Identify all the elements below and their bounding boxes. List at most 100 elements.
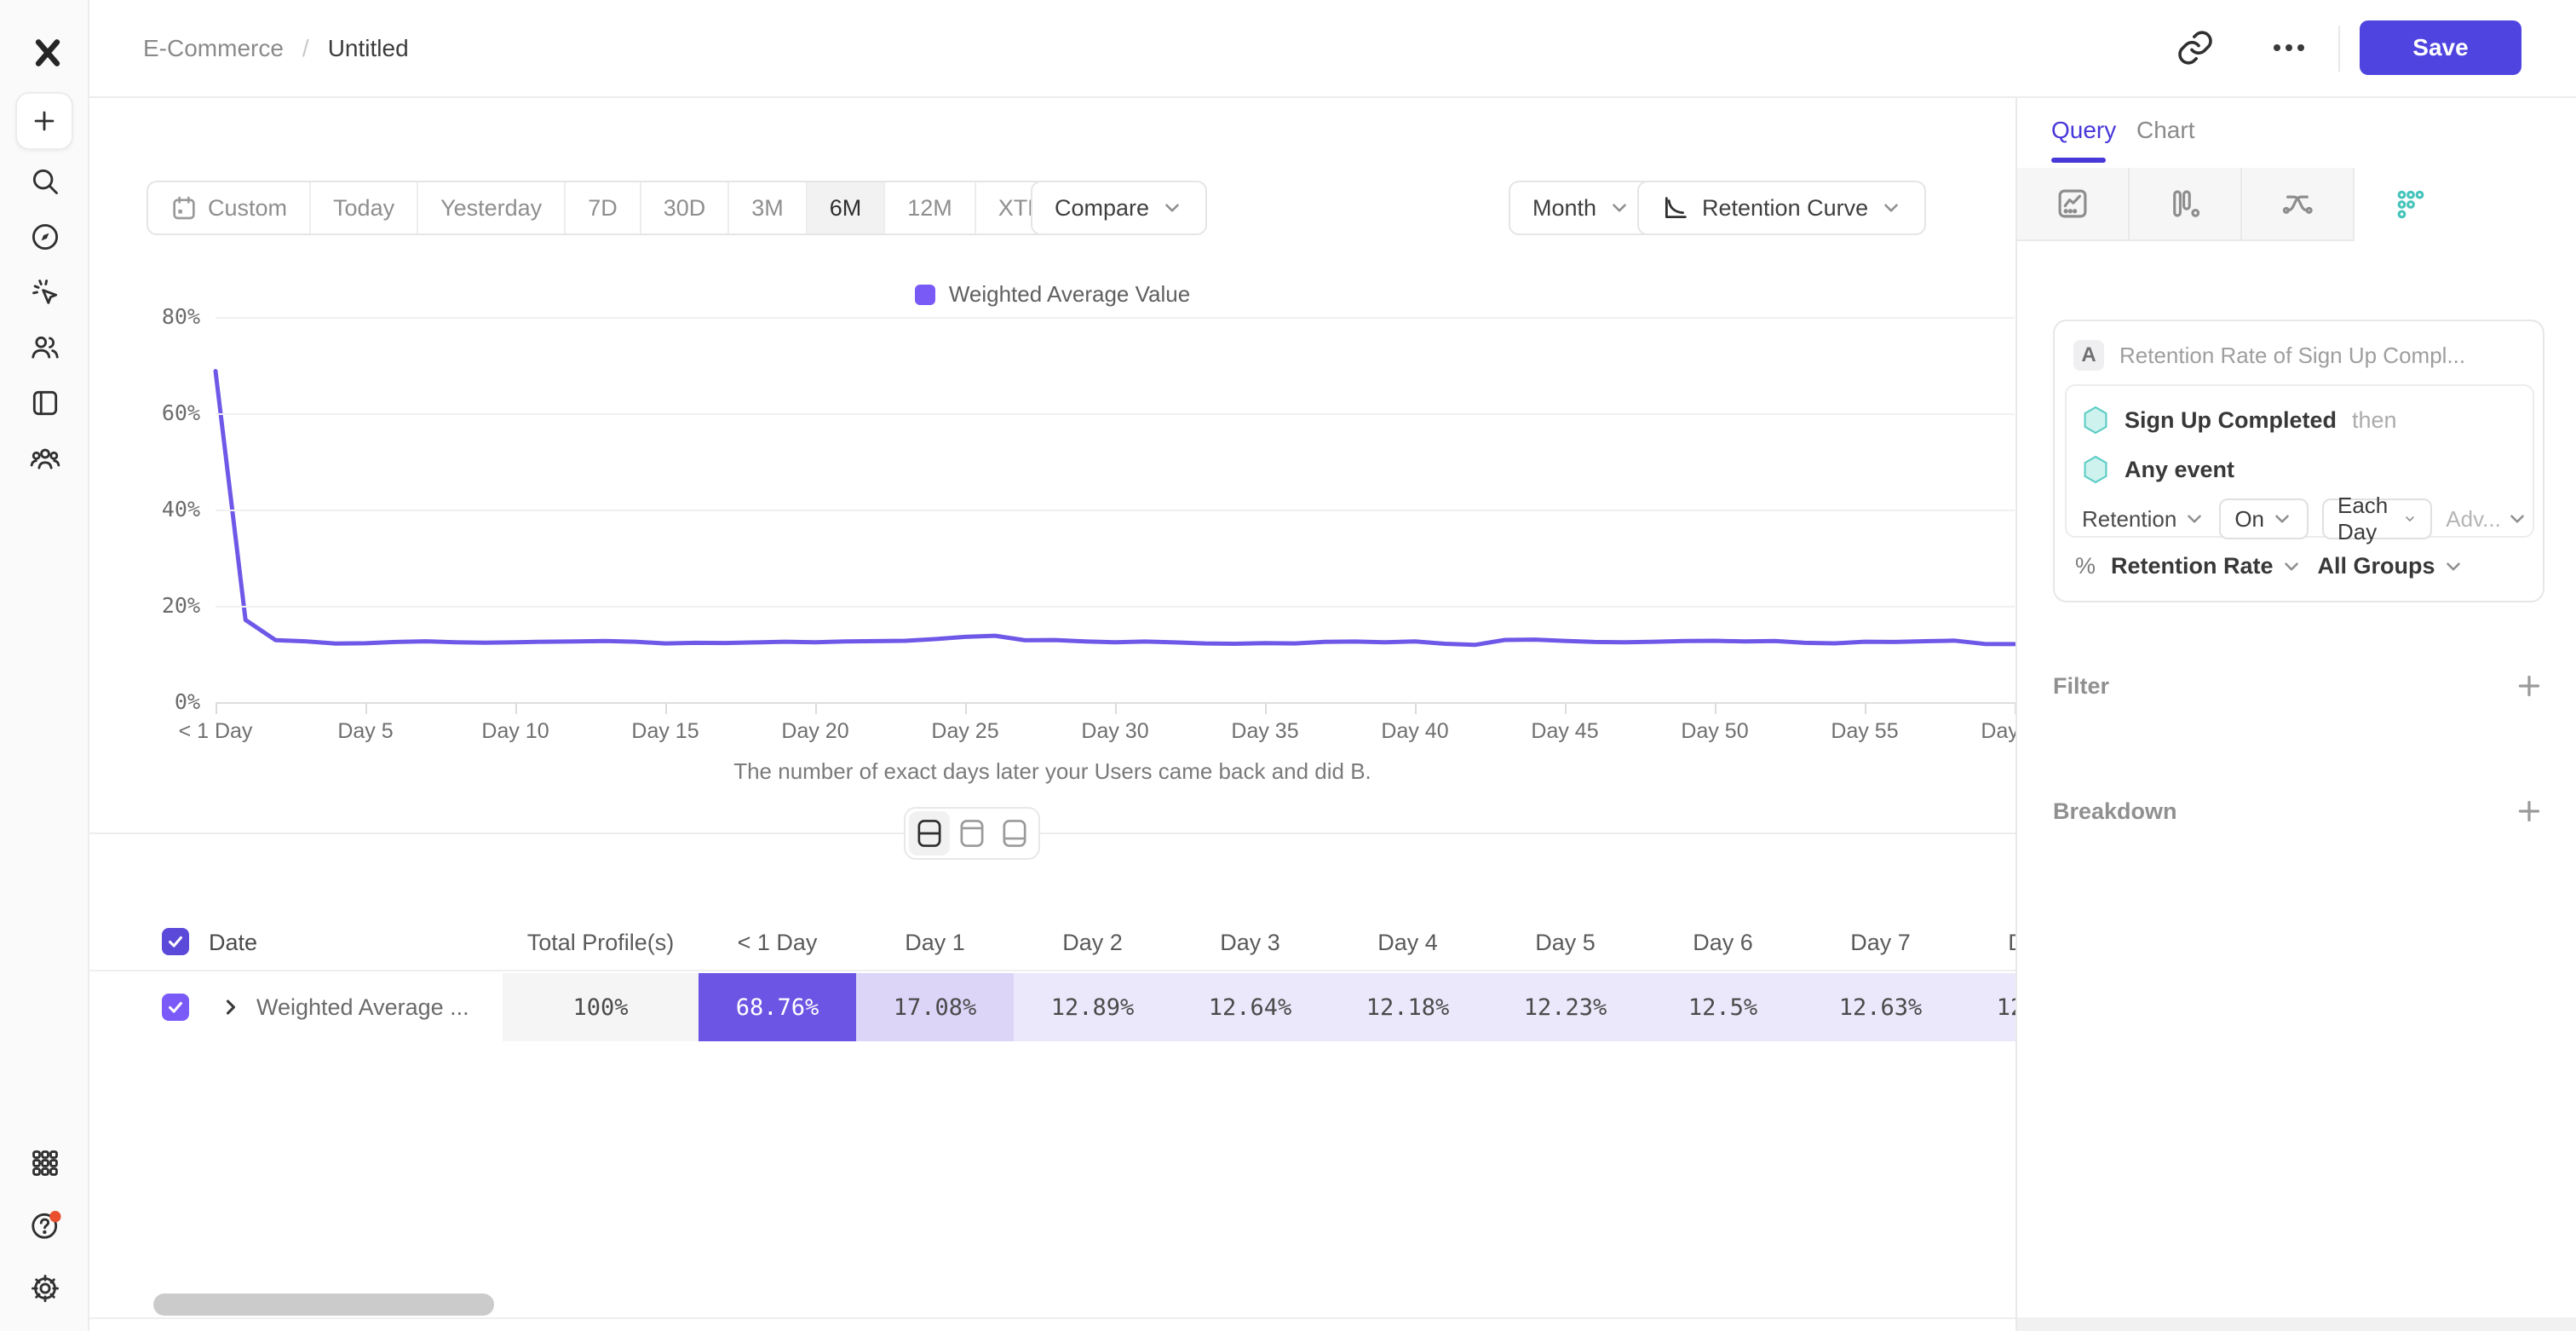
measure-row: % Retention Rate All Groups [2075,553,2464,579]
breadcrumb-separator: / [302,34,309,61]
x-axis-tick [1415,702,1417,714]
retention-curve-icon [1665,197,1687,219]
range-label: Today [333,194,395,221]
bucket-label: Each Day [2337,493,2389,544]
column-header-date[interactable]: Date [209,929,258,955]
range-today[interactable]: Today [311,182,419,233]
series-badge: A [2073,340,2104,371]
table-cell[interactable]: 17.08% [856,973,1014,1041]
x-axis-tick-label: < 1 Day [178,719,253,743]
filter-label: Filter [2053,672,2110,699]
y-axis-tick-label: 0% [174,689,200,714]
groups-dropdown[interactable]: All Groups [2318,553,2464,579]
x-axis-tick-label: Day 50 [1681,719,1749,743]
row-checkbox[interactable] [162,994,189,1021]
range-6m[interactable]: 6M [807,182,886,233]
help-icon[interactable] [29,1209,61,1242]
series-title[interactable]: Retention Rate of Sign Up Compl... [2119,342,2466,368]
event-b-row[interactable]: Any event [2082,449,2517,490]
event-b-name: Any event [2125,456,2235,482]
x-axis-tick [1865,702,1866,714]
plus-icon [34,111,55,131]
link-icon[interactable] [2175,27,2216,68]
select-all-checkbox[interactable] [162,928,189,955]
table-cell[interactable]: 12.63% [1802,973,1959,1041]
range-3m[interactable]: 3M [729,182,808,233]
chart-view-button[interactable] [952,811,992,856]
measure-dropdown[interactable]: Retention Rate [2111,553,2303,579]
compare-button[interactable]: Compare [1031,181,1208,235]
range-yesterday[interactable]: Yesterday [418,182,566,233]
column-header[interactable]: Day 2 [1062,929,1123,955]
horizontal-scrollbar-thumb[interactable] [153,1294,494,1316]
granularity-dropdown[interactable]: Month [1509,181,1655,235]
compass-icon[interactable] [29,221,61,253]
logo-icon[interactable] [31,36,65,70]
add-filter-button[interactable] [2514,671,2544,701]
report-type-flows[interactable] [2242,168,2355,241]
settings-icon[interactable] [29,1272,61,1305]
column-header[interactable]: Day 5 [1535,929,1596,955]
advanced-dropdown[interactable]: Adv... [2446,506,2528,533]
table-cell[interactable]: 12.64% [1171,973,1329,1041]
report-title[interactable]: Untitled [327,34,409,61]
panel-scrollbar-track[interactable] [2017,1317,2576,1331]
table-cell[interactable]: 12.18% [1329,973,1486,1041]
add-breakdown-button[interactable] [2514,796,2544,827]
table-cell[interactable]: 12.5% [1644,973,1802,1041]
apps-grid-icon[interactable] [29,1147,61,1179]
column-header[interactable]: < 1 Day [737,929,818,955]
column-header[interactable]: Day 3 [1220,929,1280,955]
table-cell[interactable]: 100% [503,973,699,1041]
users-icon[interactable] [29,331,61,364]
retention-type-dropdown[interactable]: Retention [2082,506,2205,533]
table-cell[interactable]: 12.65% [1959,973,2015,1041]
query-card: A Retention Rate of Sign Up Compl... Sig… [2053,320,2544,602]
range-7d[interactable]: 7D [566,182,641,233]
boards-icon[interactable] [29,387,61,419]
save-button[interactable]: Save [2360,20,2521,75]
report-type-retention[interactable] [2355,168,2467,241]
on-dropdown[interactable]: On [2219,498,2309,539]
table-cell[interactable]: 12.23% [1486,973,1644,1041]
search-icon[interactable] [29,165,61,198]
insights-icon [2058,189,2087,218]
chart-type-label: Retention Curve [1702,194,1869,221]
table-row[interactable]: Weighted Average ... 100% 68.76% 17.08% 12.… [89,971,2015,1043]
table-cell[interactable]: 12.89% [1014,973,1171,1041]
split-view-button[interactable] [909,811,950,856]
breadcrumb-project[interactable]: E-Commerce [143,34,284,61]
top-bar: E-Commerce / Untitled Save [89,0,2576,98]
report-type-insights[interactable] [2017,168,2130,241]
range-30d[interactable]: 30D [641,182,730,233]
event-hexagon-icon [2084,455,2107,484]
column-header[interactable]: Day 8 [1959,916,2015,969]
table-cell[interactable]: 68.76% [699,973,856,1041]
column-header[interactable]: Day 7 [1850,929,1911,955]
chart-legend[interactable]: Weighted Average Value [89,281,2015,308]
report-type-funnels[interactable] [2130,168,2242,241]
column-header[interactable]: Total Profile(s) [526,929,675,955]
expand-row-icon[interactable] [219,995,243,1019]
bucket-dropdown[interactable]: Each Day [2322,493,2433,544]
chart-type-dropdown[interactable]: Retention Curve [1637,181,1927,235]
range-label: 6M [829,194,862,221]
range-custom[interactable]: Custom [148,182,312,233]
tab-chart[interactable]: Chart [2136,117,2195,143]
column-header[interactable]: Day 1 [905,929,965,955]
table-view-button[interactable] [994,811,1035,856]
range-12m[interactable]: 12M [885,182,976,233]
retention-icon [2397,190,2424,219]
events-cursor-icon[interactable] [29,276,61,308]
retention-type-label: Retention [2082,505,2177,532]
retention-line-chart[interactable] [213,317,2017,702]
create-button[interactable] [15,92,73,150]
column-header[interactable]: Day 6 [1693,929,1753,955]
cohorts-icon[interactable] [29,442,61,475]
tab-query[interactable]: Query [2051,117,2117,143]
more-options-icon[interactable] [2268,27,2309,68]
column-header[interactable]: Day 4 [1377,929,1438,955]
x-axis-tick-label: Day 40 [1381,719,1449,743]
retention-table: Date Total Profile(s) < 1 Day Day 1 Day 2 Day… [89,886,2015,1278]
event-a-row[interactable]: Sign Up Completed then [2082,400,2517,441]
